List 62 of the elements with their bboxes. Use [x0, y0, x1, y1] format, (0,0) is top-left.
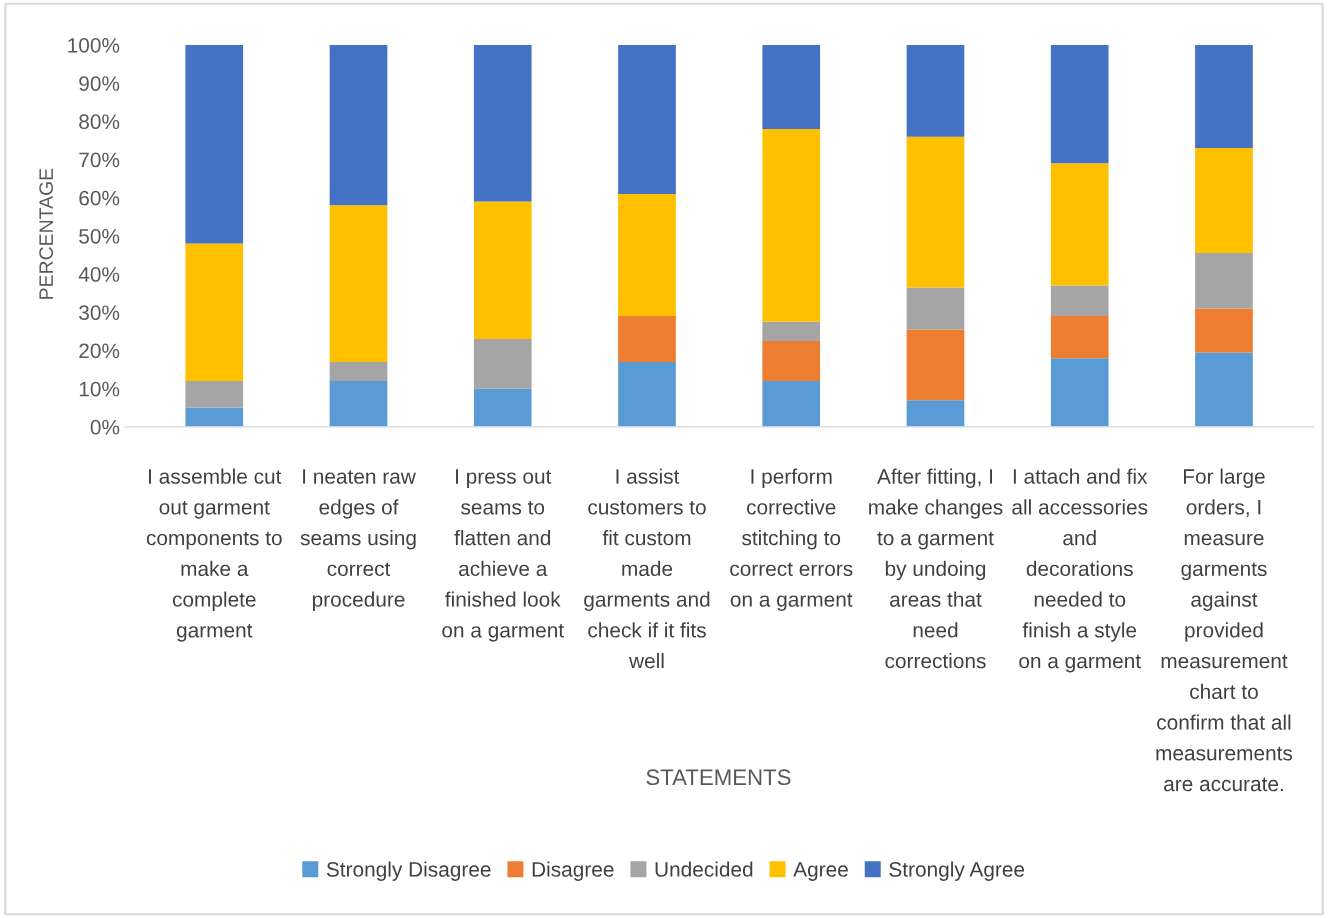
bar	[185, 243, 244, 382]
bar	[906, 287, 965, 330]
y-axis-title: PERCENTAGE	[39, 168, 54, 299]
legend-label: Strongly Disagree	[326, 861, 491, 881]
bar	[1195, 352, 1253, 427]
legend-label: Disagree	[532, 861, 614, 881]
category-label: For large orders, I measure garments against provided measurement chart to confirm that all measurements are accurate.	[1156, 468, 1293, 792]
bar	[618, 316, 676, 362]
y-tick-label: 20%	[79, 343, 120, 359]
x-tick-label: I press out seams to flatten and achieve a finished look on a garment	[442, 469, 564, 642]
x-tick-label: I attach and fix all accessories and decorations needed to finish a style on a garment	[1012, 468, 1148, 673]
legend-label: Undecided	[655, 861, 753, 877]
x-tick-label: After fitting, I make changes to a garment by undoing areas that need corrections	[869, 468, 1003, 669]
bar	[329, 361, 388, 382]
bar	[1195, 253, 1253, 309]
bar	[618, 44, 676, 194]
y-tick-label: 70%	[79, 152, 120, 168]
y-tick-label: 30%	[79, 305, 120, 321]
bar	[473, 388, 532, 427]
y-tick-label: 0%	[90, 419, 120, 435]
bar	[762, 381, 821, 427]
bar	[1050, 358, 1109, 427]
bar	[473, 339, 532, 389]
bar	[906, 136, 965, 288]
bar	[762, 129, 821, 322]
bar	[473, 201, 532, 340]
bar	[762, 44, 821, 129]
bar	[1050, 163, 1109, 286]
bar	[1195, 148, 1253, 254]
y-tick-label: 60%	[79, 190, 120, 206]
bar	[906, 44, 965, 137]
bar	[185, 44, 244, 244]
legend-label: Agree	[793, 862, 848, 881]
bar	[1195, 44, 1253, 149]
bar	[618, 361, 676, 427]
bar	[1050, 285, 1109, 317]
x-tick-label: I neaten raw edges of seams using correct procedure	[300, 469, 416, 611]
legend-label: Strongly Agree	[889, 861, 1025, 881]
bar	[1050, 316, 1109, 359]
bar	[185, 407, 244, 427]
bar	[329, 44, 388, 206]
bar	[329, 205, 388, 362]
bar	[1050, 44, 1109, 164]
bar	[618, 193, 676, 317]
y-tick-label: 50%	[79, 228, 120, 244]
y-tick-label: 40%	[78, 267, 120, 282]
bar	[473, 44, 532, 202]
x-tick-label: I assist customers to fit custom made garments and check if it fits well	[584, 468, 710, 669]
bar	[762, 321, 821, 341]
x-tick-label: I assemble cut out garment components to make a complete garment	[146, 468, 282, 642]
bar	[762, 340, 821, 382]
bar	[906, 329, 965, 401]
bar	[1195, 308, 1253, 353]
y-tick-label: 10%	[79, 381, 120, 397]
y-tick-label: 100%	[68, 37, 120, 53]
bar	[185, 381, 244, 408]
bar	[906, 400, 965, 427]
y-tick-label: 90%	[79, 76, 120, 91]
y-tick-label: 80%	[79, 114, 120, 130]
x-tick-label: I perform corrective stitching to correct errors on a garment	[730, 468, 853, 611]
x-axis-title: STATEMENTS	[646, 769, 791, 786]
bar	[329, 381, 388, 427]
